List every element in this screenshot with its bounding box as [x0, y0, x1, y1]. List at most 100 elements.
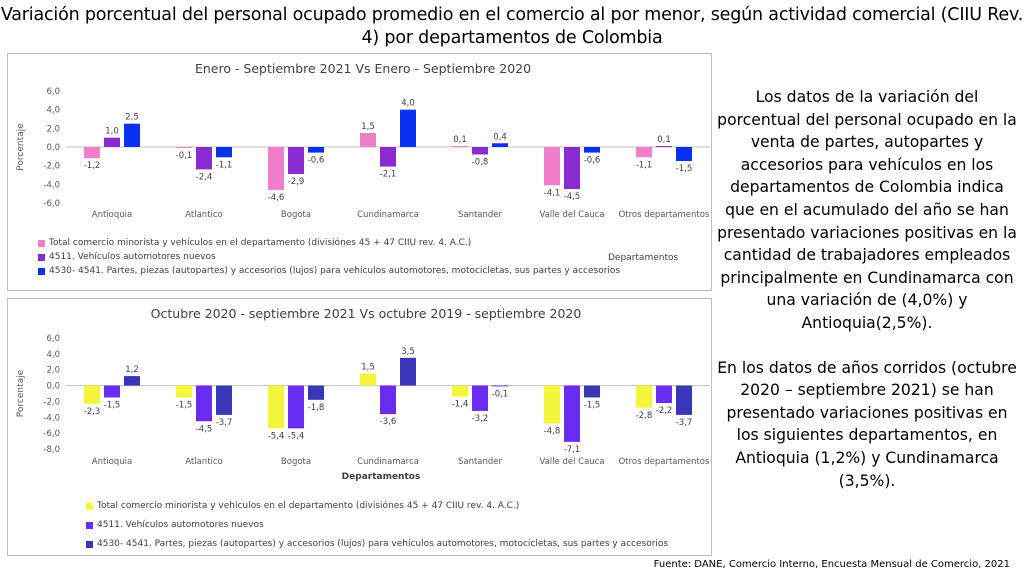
data-label: 0,4 [493, 132, 507, 142]
data-label: -4,5 [564, 192, 581, 202]
bar-santander-series-2 [472, 147, 488, 155]
data-label: -1,5 [584, 400, 601, 410]
x-tick-label: Bogota [281, 457, 311, 467]
x-axis-title: Departamentos [342, 472, 421, 482]
bar-antioquia-series-2 [104, 385, 120, 398]
data-label: -4,6 [268, 193, 285, 203]
data-label: -3,7 [216, 418, 233, 428]
y-tick-label: 0,0 [46, 382, 60, 392]
bar-otros-departamentos-series-2 [656, 146, 672, 147]
data-label: 1,0 [105, 127, 119, 137]
bar-santander-series-3 [492, 385, 508, 387]
bar-valle-del-cauca-series-2 [564, 385, 580, 442]
bar-otros-departamentos-series-1 [636, 385, 652, 408]
legend-label: 4530- 4541. Partes, piezas (autopartes) … [97, 539, 669, 549]
x-tick-label: Santander [458, 210, 503, 220]
bar-cundinamarca-series-3 [400, 357, 416, 386]
bar-otros-departamentos-series-2 [656, 385, 672, 404]
y-tick-label: -2,0 [43, 397, 60, 407]
data-label: -2,4 [196, 172, 213, 182]
data-label: 2,5 [125, 113, 139, 123]
bar-bogota-series-3 [308, 385, 324, 400]
legend-item-total-comercio: Total comercio minorista y vehículos en … [86, 501, 519, 511]
legend-swatch [86, 540, 93, 548]
legend-label: Total comercio minorista y vehículos en … [97, 501, 520, 511]
bar-antioquia-series-3 [124, 376, 140, 386]
bar-antioquia-series-3 [124, 123, 140, 147]
bar-atlantico-series-3 [216, 147, 232, 158]
legend-item-4511: 4511. Vehículos automotores nuevos [38, 252, 216, 262]
data-label: -2,3 [84, 407, 101, 417]
x-tick-label: Valle del Cauca [539, 210, 604, 220]
data-label: -7,1 [564, 445, 581, 455]
data-label: -5,4 [288, 431, 305, 441]
y-tick-label: -4,0 [43, 413, 60, 423]
data-label: 1,5 [361, 363, 375, 373]
data-label: -0,1 [176, 151, 193, 161]
data-label: -0,6 [584, 156, 601, 166]
data-label: -3,6 [380, 417, 397, 427]
x-tick-label: Atlantico [185, 210, 223, 220]
y-tick-label: -6,0 [43, 429, 60, 439]
bar-atlantico-series-2 [196, 147, 212, 170]
data-label: -3,7 [676, 418, 693, 428]
bar-cundinamarca-series-1 [360, 133, 376, 147]
y-tick-label: 6,0 [46, 334, 60, 344]
data-label: -5,4 [268, 431, 285, 441]
x-axis-title: Departamentos [608, 253, 679, 263]
legend-swatch [38, 239, 45, 247]
source-note: Fuente: DANE, Comercio Interno, Encuesta… [653, 559, 1010, 570]
data-label: 0,1 [453, 135, 467, 145]
x-tick-label: Cundinamarca [357, 457, 419, 467]
data-label: -1,5 [676, 164, 693, 174]
data-label: 1,5 [361, 122, 375, 132]
analysis-paragraph-1: Los datos de la variación del porcentual… [717, 88, 1017, 332]
data-label: 0,1 [657, 135, 671, 145]
bar-atlantico-series-2 [196, 385, 212, 422]
data-label: -2,2 [656, 406, 673, 416]
x-tick-label: Otros departamentos [619, 457, 710, 467]
legend-item-4511: 4511. Vehículos automotores nuevos [86, 520, 264, 530]
chart-panel-octubre-septiembre: Octubre 2020 - septiembre 2021 Vs octubr… [7, 298, 712, 556]
x-tick-label: Antioquia [92, 457, 132, 467]
legend-item-4530-4541: 4530- 4541. Partes, piezas (autopartes) … [86, 539, 668, 549]
bar-santander-series-1 [452, 146, 468, 147]
x-tick-label: Antioquia [92, 210, 132, 220]
data-label: 4,0 [401, 99, 415, 109]
page-title: Variación porcentual del personal ocupad… [0, 5, 1024, 48]
data-label: -1,1 [216, 160, 233, 170]
bar-valle-del-cauca-series-3 [584, 147, 600, 153]
x-tick-label: Santander [458, 457, 503, 467]
legend-label: Total comercio minorista y vehículos en … [49, 238, 472, 248]
x-tick-label: Bogota [281, 210, 311, 220]
bar-cundinamarca-series-1 [360, 373, 376, 386]
legend-swatch [38, 253, 45, 261]
legend-item-4530-4541: 4530- 4541. Partes, piezas (autopartes) … [38, 266, 620, 276]
x-tick-label: Valle del Cauca [539, 457, 604, 467]
y-axis-title: Porcentaje [16, 123, 26, 171]
data-label: -4,5 [196, 424, 213, 434]
bar-santander-series-3 [492, 143, 508, 147]
data-label: 1,2 [125, 365, 139, 375]
bar-valle-del-cauca-series-3 [584, 385, 600, 398]
data-label: -4,1 [544, 188, 561, 198]
y-axis-title: Porcentaje [16, 369, 26, 417]
chart-title: Enero - Septiembre 2021 Vs Enero - Septi… [195, 61, 531, 76]
bar-cundinamarca-series-2 [380, 147, 396, 167]
bar-valle-del-cauca-series-1 [544, 147, 560, 186]
bar-atlantico-series-1 [176, 385, 192, 398]
legend-swatch [38, 267, 45, 275]
chart-panel-enero-septiembre: Enero - Septiembre 2021 Vs Enero - Septi… [7, 53, 712, 291]
bar-antioquia-series-1 [84, 147, 100, 159]
bar-antioquia-series-1 [84, 385, 100, 404]
bar-santander-series-1 [452, 385, 468, 397]
data-label: -0,8 [472, 157, 489, 167]
data-label: 3,5 [401, 347, 415, 357]
bar-valle-del-cauca-series-2 [564, 147, 580, 189]
data-label: -1,5 [176, 400, 193, 410]
bar-cundinamarca-series-2 [380, 385, 396, 415]
data-label: -1,2 [84, 161, 101, 171]
analysis-paragraph-2: En los datos de años corridos (octubre 2… [717, 358, 1017, 490]
y-tick-label: 6,0 [46, 87, 60, 97]
y-tick-label: -4,0 [43, 180, 60, 190]
